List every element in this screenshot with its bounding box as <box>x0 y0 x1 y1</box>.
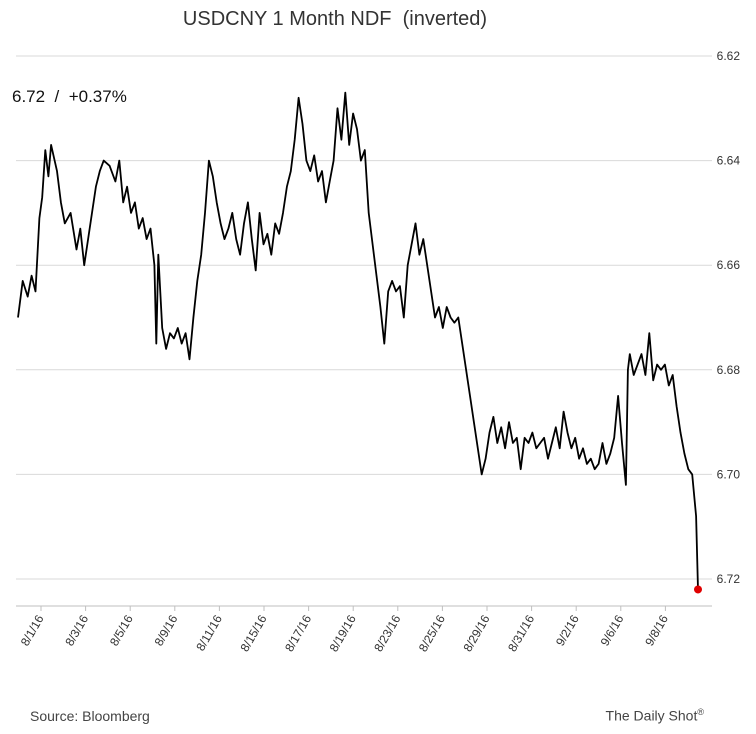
x-tick-label: 8/9/16 <box>152 612 181 648</box>
x-tick-label: 8/29/16 <box>460 612 492 654</box>
x-tick-label: 8/5/16 <box>107 612 136 648</box>
last-value-annotation: 6.72 / +0.37% <box>12 87 127 106</box>
source-note: Source: Bloomberg <box>30 708 150 724</box>
x-tick-label: 8/25/16 <box>416 612 448 654</box>
x-tick-label: 8/23/16 <box>371 612 403 654</box>
y-tick-label: 6.66 <box>717 258 741 272</box>
brand-name: The Daily Shot <box>605 707 698 724</box>
y-tick-label: 6.62 <box>717 49 741 63</box>
x-axis <box>16 605 712 611</box>
y-tick-label: 6.64 <box>717 154 741 168</box>
x-tick-label: 9/8/16 <box>642 612 671 648</box>
x-tick-label: 8/19/16 <box>327 612 359 654</box>
last-point-marker <box>694 585 702 594</box>
x-tick-label: 8/11/16 <box>193 612 225 653</box>
chart-title: USDCNY 1 Month NDF (inverted) <box>182 8 488 30</box>
x-tick-label: 8/17/16 <box>282 612 314 654</box>
x-tick-label: 9/6/16 <box>598 612 627 648</box>
x-tick-label: 8/3/16 <box>62 612 91 648</box>
registered-mark: ® <box>697 707 704 717</box>
x-axis-labels: 8/1/16 8/3/16 8/5/16 8/9/16 8/11/16 8/15/16 8/… <box>18 612 671 654</box>
x-tick-label: 8/31/16 <box>505 612 537 654</box>
series-layer <box>17 91 702 594</box>
y-axis-labels: 6.62 6.64 6.66 6.68 6.70 6.72 <box>717 49 741 586</box>
series-line <box>17 91 699 590</box>
x-tick-label: 9/2/16 <box>553 612 582 648</box>
x-tick-label: 8/15/16 <box>237 612 269 654</box>
y-tick-label: 6.70 <box>717 467 741 481</box>
x-tick-label: 8/1/16 <box>18 612 47 648</box>
y-tick-label: 6.72 <box>717 572 741 586</box>
gridlines <box>16 55 712 580</box>
line-chart: 6.62 6.64 6.66 6.68 6.70 6.72 8/1/16 8/3/16 8/5… <box>16 49 741 654</box>
y-tick-label: 6.68 <box>717 363 741 377</box>
brand-credit: The Daily Shot® <box>606 707 704 724</box>
